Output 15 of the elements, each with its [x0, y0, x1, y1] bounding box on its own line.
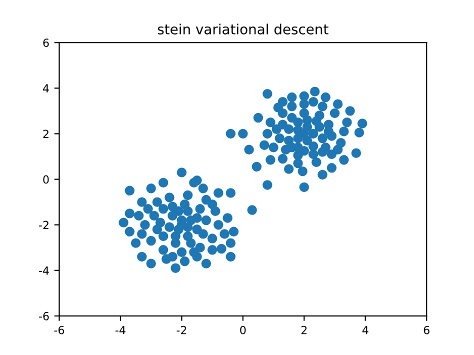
x-tick-label: -2: [176, 326, 186, 334]
y-tick-label: 2: [43, 130, 48, 138]
y-tick-label: -6: [38, 312, 49, 320]
y-tick-label: 4: [43, 84, 49, 92]
x-tick-label: 6: [424, 326, 430, 334]
x-tick-label: 2: [301, 326, 307, 334]
x-tick-label: -6: [54, 326, 64, 334]
y-tick-label: -4: [38, 266, 49, 275]
chart-title: stein variational descent: [158, 24, 328, 34]
x-tick-label: 4: [362, 326, 368, 334]
x-tick-label: -4: [115, 326, 126, 334]
x-tick-label: 0: [240, 326, 246, 334]
y-tick-label: 0: [43, 175, 49, 184]
y-tick-label: 6: [43, 38, 49, 47]
y-tick-label: -2: [38, 220, 48, 230]
